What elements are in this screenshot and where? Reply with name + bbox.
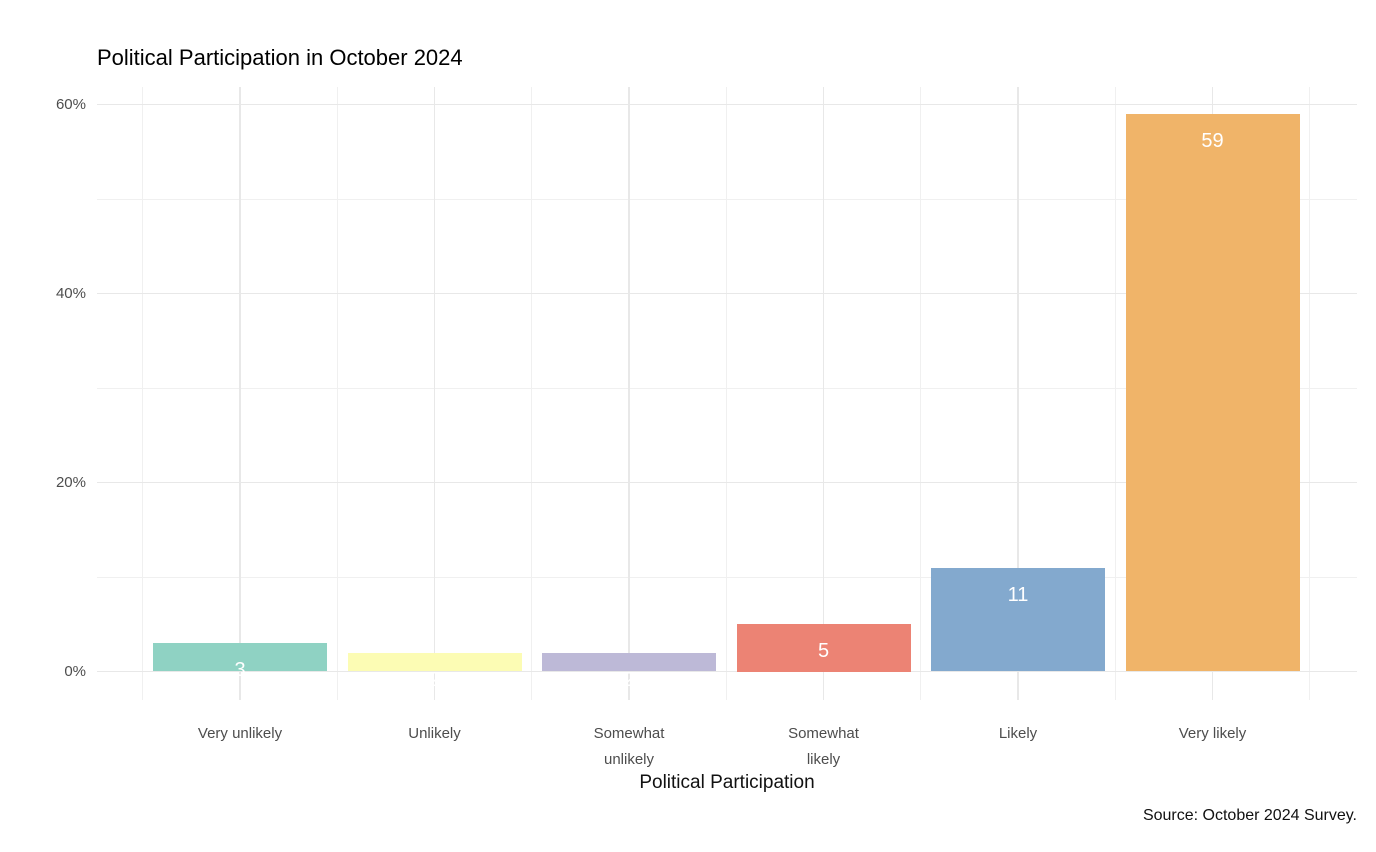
gridline <box>1017 87 1019 700</box>
gridline <box>531 87 533 700</box>
gridline <box>97 576 1357 578</box>
y-tick-label: 60% <box>55 95 86 113</box>
gridline <box>336 87 338 700</box>
x-axis-title: Political Participation <box>639 772 815 793</box>
x-tick-label: Somewhat unlikely <box>593 725 665 768</box>
bar-value-label: 5 <box>817 640 830 663</box>
gridline <box>239 87 241 700</box>
bar-value-label: 3 <box>234 659 246 682</box>
bar-likely <box>931 567 1105 672</box>
bar-value-label: 59 <box>1201 129 1224 152</box>
gridline <box>97 481 1357 484</box>
gridline <box>97 198 1357 200</box>
gridline <box>920 87 922 700</box>
bar-somewhat-likely <box>736 624 911 672</box>
x-tick-label: Unlikely <box>408 725 461 742</box>
y-tick-label: 40% <box>55 284 86 302</box>
gridline <box>97 292 1357 295</box>
bar-value-label: 2 <box>623 668 635 691</box>
chart-title: Political Participation in October 2024 <box>97 45 463 70</box>
gridline <box>628 87 630 700</box>
y-tick-label: 20% <box>55 473 86 491</box>
x-tick-label: Very unlikely <box>197 725 283 742</box>
bar-very-likely <box>1125 113 1300 672</box>
gridline <box>97 387 1357 389</box>
bar-very-unlikely <box>153 643 327 672</box>
gridline <box>822 87 825 700</box>
gridline <box>433 87 436 700</box>
gridline <box>725 87 727 700</box>
y-tick-label: 0% <box>64 662 86 680</box>
gridline <box>1309 87 1311 700</box>
source-note: Source: October 2024 Survey. <box>1142 807 1357 824</box>
x-tick-label: Likely <box>998 725 1038 742</box>
gridline <box>97 670 1357 673</box>
bar-value-label: 2 <box>428 668 441 691</box>
x-tick-label: Somewhat likely <box>788 725 859 768</box>
x-tick-label: Very likely <box>1178 725 1247 742</box>
gridline <box>1114 87 1116 700</box>
plot-panel: 3 2 2 5 11 59 <box>97 87 1357 700</box>
bar-value-label: 11 <box>1007 583 1029 606</box>
gridline <box>97 103 1357 106</box>
bar-unlikely <box>347 652 522 672</box>
bar-somewhat-unlikely <box>542 652 716 672</box>
gridline <box>142 87 144 700</box>
